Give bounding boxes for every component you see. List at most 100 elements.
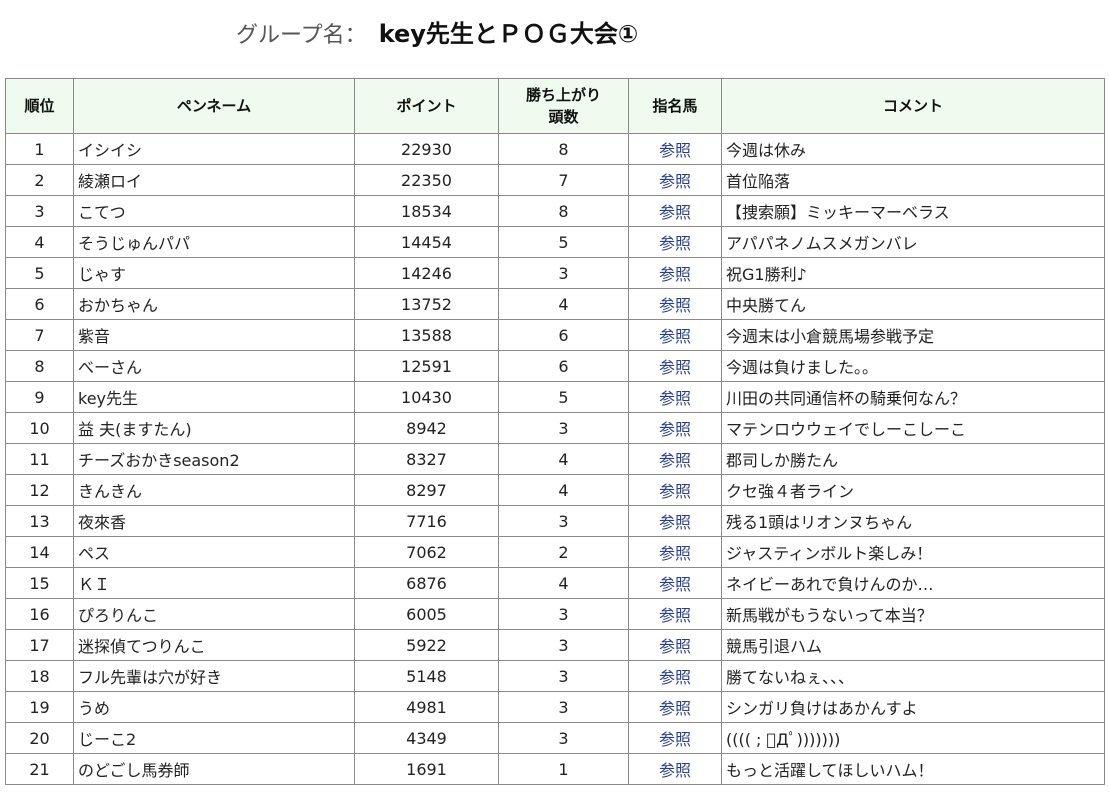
column-header-rank: 順位 bbox=[5, 78, 74, 134]
rank-cell: 10 bbox=[5, 412, 74, 444]
rank-cell: 14 bbox=[5, 536, 74, 568]
ranking-table: 順位 ペンネーム ポイント 勝ち上がり 頭数 指名馬 コメント 1 イシイシ 229… bbox=[5, 78, 1105, 785]
wins-cell: 1 bbox=[498, 753, 629, 785]
rank-cell: 16 bbox=[5, 598, 74, 630]
column-header-points: ポイント bbox=[354, 78, 499, 134]
penname-cell: チーズおかきseason2 bbox=[73, 443, 355, 475]
view-horses-link[interactable]: 参照 bbox=[658, 296, 691, 315]
points-cell: 8942 bbox=[354, 412, 499, 444]
points-cell: 5148 bbox=[354, 660, 499, 692]
view-horses-link[interactable]: 参照 bbox=[658, 141, 691, 160]
horses-cell: 参照 bbox=[628, 474, 722, 506]
view-horses-link[interactable]: 参照 bbox=[658, 761, 691, 780]
penname-cell: フル先輩は穴が好き bbox=[73, 660, 355, 692]
table-row: 3 こてつ 18534 8 参照 【捜索願】ミッキーマーベラス bbox=[5, 195, 1105, 227]
column-header-wins-line1: 勝ち上がり bbox=[525, 86, 601, 104]
comment-cell: 今週は負けました。。 bbox=[721, 350, 1105, 382]
view-horses-link[interactable]: 参照 bbox=[658, 730, 691, 749]
view-horses-link[interactable]: 参照 bbox=[658, 513, 691, 532]
table-row: 9 key先生 10430 5 参照 川田の共同通信杯の騎乗何なん？ bbox=[5, 381, 1105, 413]
table-row: 14 ペス 7062 2 参照 ジャスティンボルト楽しみ！ bbox=[5, 536, 1105, 568]
table-row: 16 ぴろりんこ 6005 3 参照 新馬戦がもうないって本当？ bbox=[5, 598, 1105, 630]
comment-cell: 今週は休み bbox=[721, 133, 1105, 165]
view-horses-link[interactable]: 参照 bbox=[658, 575, 691, 594]
view-horses-link[interactable]: 参照 bbox=[658, 451, 691, 470]
wins-cell: 5 bbox=[498, 226, 629, 258]
wins-cell: 3 bbox=[498, 257, 629, 289]
comment-cell: 首位陥落 bbox=[721, 164, 1105, 196]
group-label: グループ名： bbox=[236, 23, 367, 48]
wins-cell: 6 bbox=[498, 319, 629, 351]
rank-cell: 11 bbox=[5, 443, 74, 475]
view-horses-link[interactable]: 参照 bbox=[658, 544, 691, 563]
penname-cell: ぴろりんこ bbox=[73, 598, 355, 630]
view-horses-link[interactable]: 参照 bbox=[658, 172, 691, 191]
horses-cell: 参照 bbox=[628, 195, 722, 227]
comment-cell: 新馬戦がもうないって本当？ bbox=[721, 598, 1105, 630]
table-row: 8 べーさん 12591 6 参照 今週は負けました。。 bbox=[5, 350, 1105, 382]
rank-cell: 21 bbox=[5, 753, 74, 785]
rank-cell: 1 bbox=[5, 133, 74, 165]
penname-cell: ＫＩ bbox=[73, 567, 355, 599]
horses-cell: 参照 bbox=[628, 412, 722, 444]
wins-cell: 3 bbox=[498, 598, 629, 630]
penname-cell: うめ bbox=[73, 691, 355, 723]
penname-cell: key先生 bbox=[73, 381, 355, 413]
comment-cell: 勝てないねぇ、、、 bbox=[721, 660, 1105, 692]
points-cell: 22930 bbox=[354, 133, 499, 165]
view-horses-link[interactable]: 参照 bbox=[658, 637, 691, 656]
points-cell: 14246 bbox=[354, 257, 499, 289]
horses-cell: 参照 bbox=[628, 164, 722, 196]
column-header-wins: 勝ち上がり 頭数 bbox=[498, 78, 629, 134]
table-row: 17 迷探偵てつりんこ 5922 3 参照 競馬引退ハム bbox=[5, 629, 1105, 661]
points-cell: 7062 bbox=[354, 536, 499, 568]
horses-cell: 参照 bbox=[628, 629, 722, 661]
horses-cell: 参照 bbox=[628, 257, 722, 289]
points-cell: 12591 bbox=[354, 350, 499, 382]
points-cell: 5922 bbox=[354, 629, 499, 661]
points-cell: 22350 bbox=[354, 164, 499, 196]
table-row: 15 ＫＩ 6876 4 参照 ネイビーあれで負けんのか… bbox=[5, 567, 1105, 599]
penname-cell: そうじゅんパパ bbox=[73, 226, 355, 258]
view-horses-link[interactable]: 参照 bbox=[658, 203, 691, 222]
view-horses-link[interactable]: 参照 bbox=[658, 389, 691, 408]
penname-cell: イシイシ bbox=[73, 133, 355, 165]
rank-cell: 5 bbox=[5, 257, 74, 289]
rank-cell: 13 bbox=[5, 505, 74, 537]
view-horses-link[interactable]: 参照 bbox=[658, 482, 691, 501]
comment-cell: マテンロウウェイでしーこしーこ bbox=[721, 412, 1105, 444]
comment-cell: 中央勝てん bbox=[721, 288, 1105, 320]
view-horses-link[interactable]: 参照 bbox=[658, 420, 691, 439]
view-horses-link[interactable]: 参照 bbox=[658, 265, 691, 284]
wins-cell: 3 bbox=[498, 505, 629, 537]
view-horses-link[interactable]: 参照 bbox=[658, 699, 691, 718]
wins-cell: 8 bbox=[498, 133, 629, 165]
wins-cell: 3 bbox=[498, 660, 629, 692]
view-horses-link[interactable]: 参照 bbox=[658, 234, 691, 253]
view-horses-link[interactable]: 参照 bbox=[658, 358, 691, 377]
comment-cell: 郡司しか勝たん bbox=[721, 443, 1105, 475]
view-horses-link[interactable]: 参照 bbox=[658, 327, 691, 346]
group-name: key先生とＰＯＧ大会① bbox=[378, 20, 639, 48]
table-row: 4 そうじゅんパパ 14454 5 参照 アパパネノムスメガンバレ bbox=[5, 226, 1105, 258]
comment-cell: 残る1頭はリオンヌちゃん bbox=[721, 505, 1105, 537]
horses-cell: 参照 bbox=[628, 381, 722, 413]
penname-cell: のどごし馬券師 bbox=[73, 753, 355, 785]
penname-cell: 夜來香 bbox=[73, 505, 355, 537]
points-cell: 8327 bbox=[354, 443, 499, 475]
wins-cell: 7 bbox=[498, 164, 629, 196]
table-row: 19 うめ 4981 3 参照 シンガリ負けはあかんすよ bbox=[5, 691, 1105, 723]
penname-cell: 紫音 bbox=[73, 319, 355, 351]
penname-cell: じーこ2 bbox=[73, 722, 355, 754]
view-horses-link[interactable]: 参照 bbox=[658, 606, 691, 625]
comment-cell: もっと活躍してほしいハム！ bbox=[721, 753, 1105, 785]
comment-cell: 【捜索願】ミッキーマーベラス bbox=[721, 195, 1105, 227]
view-horses-link[interactable]: 参照 bbox=[658, 668, 691, 687]
comment-cell: 今週末は小倉競馬場参戦予定 bbox=[721, 319, 1105, 351]
points-cell: 4981 bbox=[354, 691, 499, 723]
horses-cell: 参照 bbox=[628, 598, 722, 630]
horses-cell: 参照 bbox=[628, 350, 722, 382]
column-header-comment: コメント bbox=[721, 78, 1105, 134]
wins-cell: 4 bbox=[498, 567, 629, 599]
rank-cell: 8 bbox=[5, 350, 74, 382]
